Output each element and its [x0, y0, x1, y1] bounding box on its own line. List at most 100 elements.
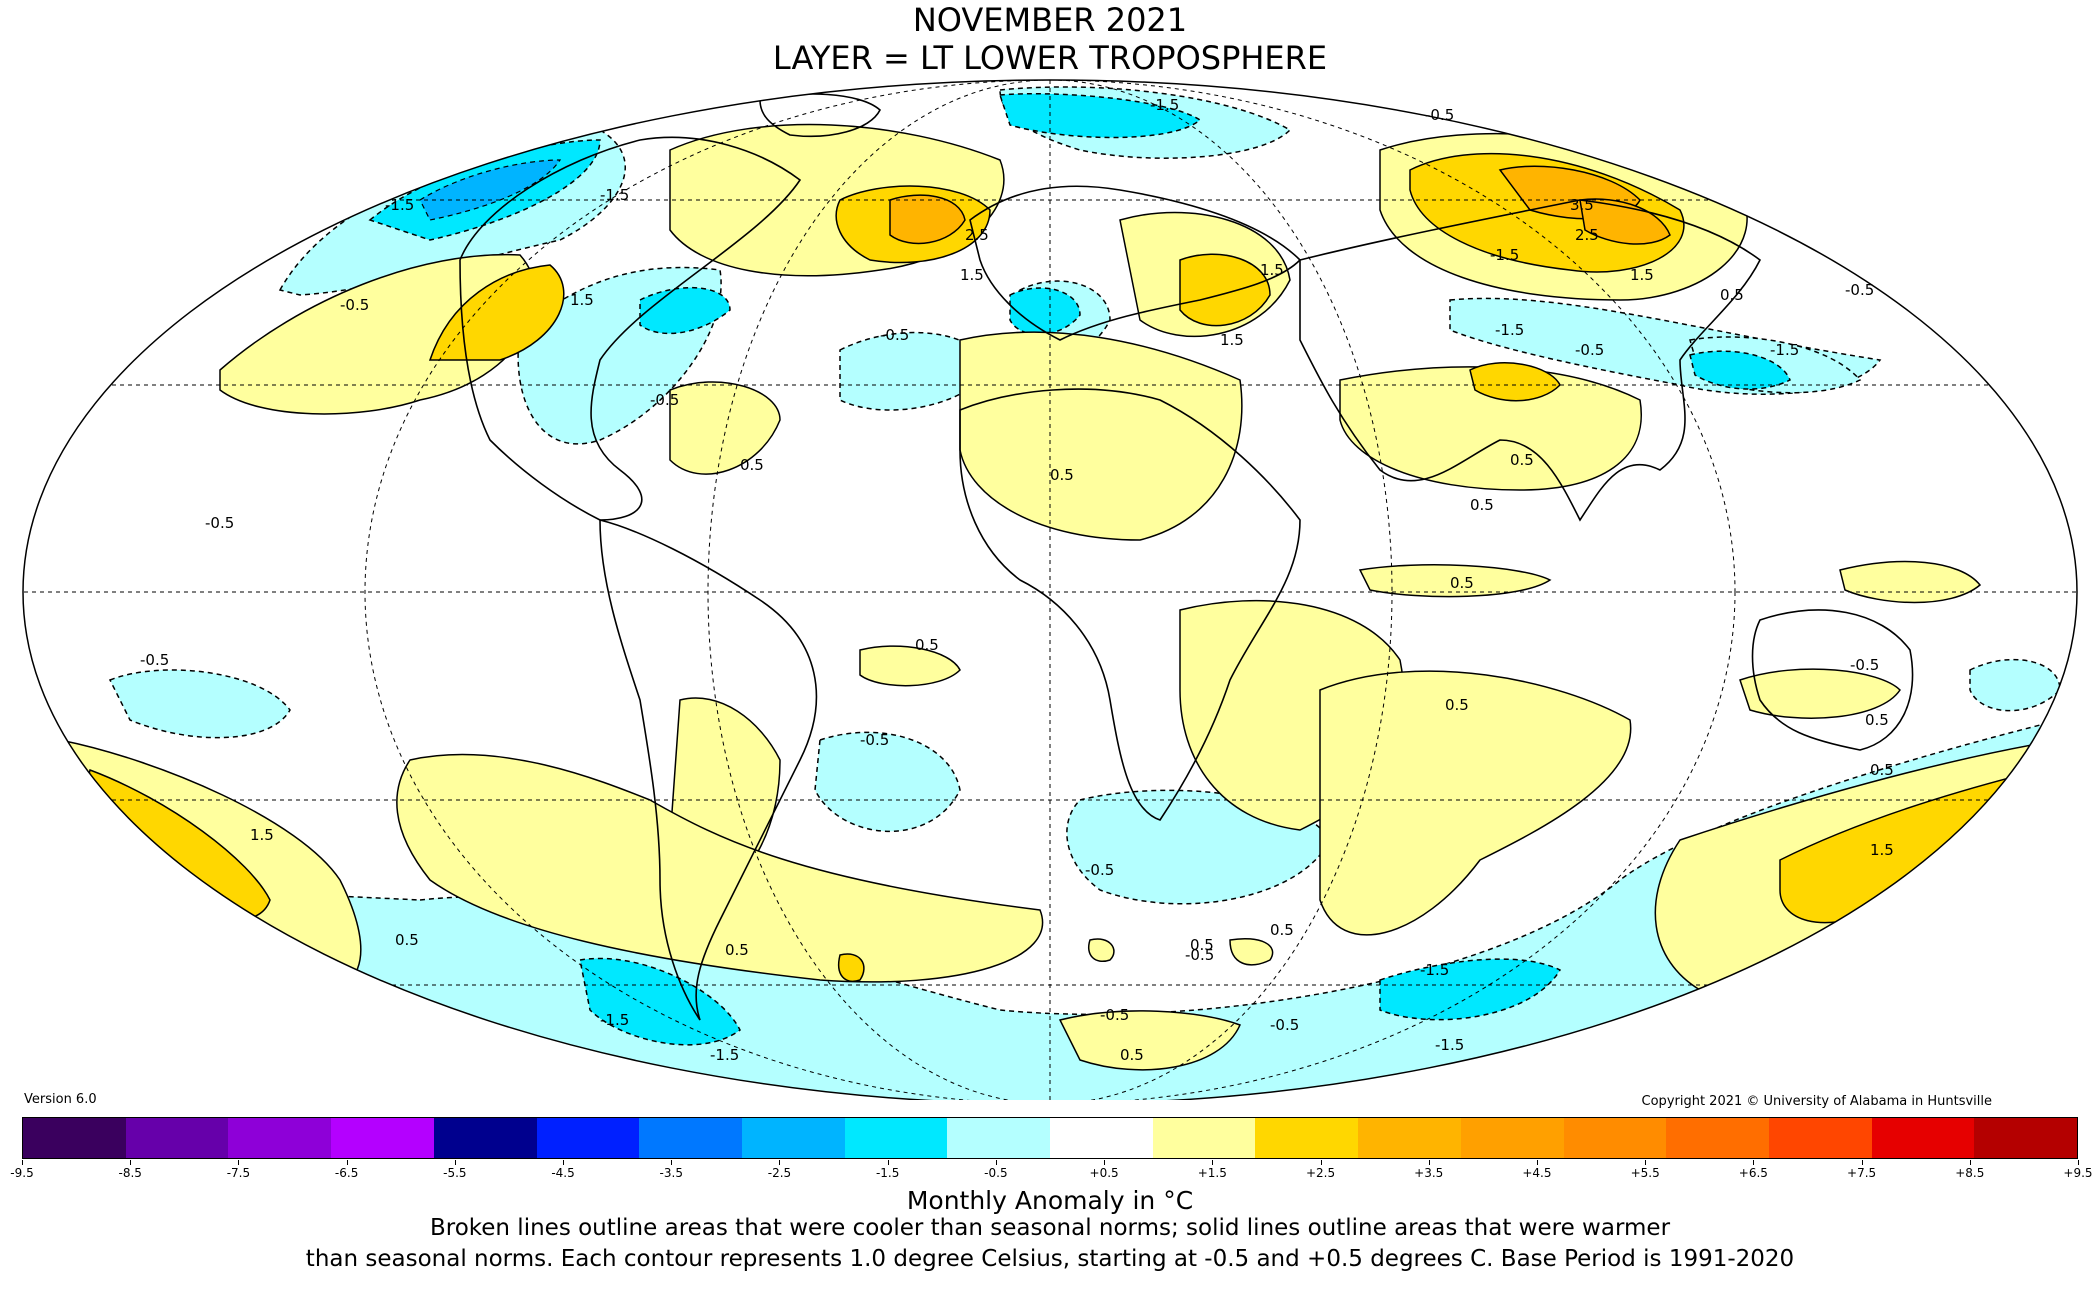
contour-label: 0.5	[1190, 936, 1214, 954]
contour-label: -1.5	[600, 1011, 629, 1029]
continent-outlines	[459, 93, 1914, 1021]
colorbar-segment	[947, 1118, 1051, 1158]
colorbar-tick-mark	[1536, 1160, 1538, 1165]
contour-label: -0.5	[1270, 1016, 1299, 1034]
colorbar-tick-label: -4.5	[551, 1166, 575, 1180]
cool-core-regions	[419, 159, 562, 221]
colorbar-tick-mark	[671, 1160, 673, 1165]
map-subtitle: LAYER = LT LOWER TROPOSPHERE	[772, 39, 1328, 77]
contour-label: 0.5	[725, 941, 749, 959]
contour-label: -0.5	[1100, 1006, 1129, 1024]
colorbar-segment	[1358, 1118, 1461, 1158]
colorbar-tick-label: -6.5	[334, 1166, 359, 1180]
colorbar-unit-label: Monthly Anomaly in °C	[906, 1186, 1194, 1215]
colorbar-tick-label: -7.5	[226, 1166, 251, 1180]
graticule	[23, 80, 2077, 1100]
colorbar-tick-mark	[1104, 1160, 1106, 1165]
contour-label: 0.5	[1050, 466, 1074, 484]
contour-label: 1.5	[250, 826, 274, 844]
colorbar-segment	[1768, 1118, 1872, 1158]
contour-label: -0.5	[1575, 341, 1604, 359]
contour-label: 0.5	[395, 931, 419, 949]
contour-label: -0.5	[1845, 281, 1874, 299]
colorbar-tick-label: +1.5	[1197, 1166, 1227, 1180]
contour-label: 0.5	[915, 636, 939, 654]
map-title: NOVEMBER 2021	[912, 1, 1188, 39]
contour-label: 0.5	[1870, 761, 1894, 779]
colorbar-segment	[23, 1118, 126, 1158]
contour-label: 1.5	[960, 266, 984, 284]
contour-label: -0.5	[340, 296, 369, 314]
copyright-label: Copyright 2021 © University of Alabama i…	[1641, 1094, 1992, 1109]
colorbar-tick-mark	[779, 1160, 781, 1165]
contour-label: -1.5	[1150, 96, 1179, 114]
colorbar-segment	[844, 1118, 948, 1158]
contour-label: 0.5	[1865, 711, 1889, 729]
colorbar-tick-mark	[346, 1160, 348, 1165]
contour-label: -1.5	[1420, 961, 1449, 979]
colorbar	[22, 1117, 2078, 1159]
contour-label: -1.5	[1490, 246, 1519, 264]
colorbar-tick-label: -3.5	[659, 1166, 683, 1180]
contour-label: 1.5	[1220, 331, 1244, 349]
colorbar-tick-label: +2.5	[1305, 1166, 1336, 1180]
colorbar-segment	[433, 1118, 537, 1158]
colorbar-segment	[1974, 1118, 2078, 1158]
contour-label: 3.5	[1570, 196, 1594, 214]
colorbar-tick-mark	[995, 1160, 997, 1165]
colorbar-tick-mark	[22, 1160, 23, 1165]
global-anomaly-map: -0.5 -0.5 -0.5 -0.5 -0.5 -0.5 -0.5 -0.5 -0.5 -0.5…	[22, 79, 2078, 1100]
contour-label: -1.5	[1435, 1036, 1464, 1054]
colorbar-segment	[125, 1118, 229, 1158]
contour-label: 0.5	[1470, 496, 1494, 514]
anomaly-fields	[23, 80, 2077, 1100]
contour-label: 0.5	[1270, 921, 1294, 939]
colorbar-tick-mark	[1212, 1160, 1214, 1165]
colorbar-tick-label: +4.5	[1522, 1166, 1552, 1180]
colorbar-segment	[1871, 1118, 1975, 1158]
contour-label-group: -0.5 -0.5 -0.5 -0.5 -0.5 -0.5 -0.5 -0.5 -0.5 -0.5…	[140, 96, 1894, 1064]
colorbar-tick-mark	[1861, 1160, 1863, 1165]
contour-label: 1.5	[1870, 841, 1894, 859]
colorbar-tick-label: -5.5	[443, 1166, 467, 1180]
colorbar-tick-label: +3.5	[1414, 1166, 1444, 1180]
colorbar-segment	[1050, 1118, 1153, 1158]
contour-label: -0.5	[1085, 861, 1114, 879]
contour-label: 0.5	[1510, 451, 1534, 469]
colorbar-tick-label: +8.5	[1955, 1166, 1985, 1180]
caption-line-2: than seasonal norms. Each contour repres…	[305, 1246, 1795, 1272]
contour-label: 2.5	[965, 226, 989, 244]
colorbar-tick-mark	[887, 1160, 889, 1165]
colorbar-segment	[741, 1118, 845, 1158]
contour-label: -1.5	[600, 186, 629, 204]
colorbar-segment	[639, 1118, 742, 1158]
colorbar-tick-label: -2.5	[767, 1166, 792, 1180]
contour-label: -1.5	[1770, 341, 1799, 359]
colorbar-tick-mark	[1320, 1160, 1322, 1165]
contour-label: -0.5	[650, 391, 679, 409]
globe-outline	[22, 79, 2078, 1100]
colorbar-tick-label: +7.5	[1847, 1166, 1877, 1180]
contour-label: -0.5	[880, 326, 909, 344]
colorbar-tick-mark	[1753, 1160, 1755, 1165]
colorbar-tick-mark	[454, 1160, 456, 1165]
colorbar-segment	[1152, 1118, 1256, 1158]
contour-label: -0.5	[860, 731, 889, 749]
colorbar-segment	[1255, 1118, 1359, 1158]
colorbar-tick-mark	[1645, 1160, 1647, 1165]
colorbar-tick-label: -1.5	[875, 1166, 900, 1180]
colorbar-tick-mark	[130, 1160, 132, 1165]
contour-label: -0.5	[1850, 656, 1879, 674]
contour-label: 2.5	[1575, 226, 1599, 244]
contour-label: -1.5	[1495, 321, 1524, 339]
colorbar-tick-label: +0.5	[1089, 1166, 1119, 1180]
colorbar-tick-mark	[563, 1160, 565, 1165]
version-label: Version 6.0	[24, 1092, 97, 1107]
contour-label: 0.5	[740, 456, 764, 474]
colorbar-segment	[1563, 1118, 1667, 1158]
colorbar-tick-label: +9.5	[2063, 1166, 2093, 1180]
contour-label: -1.5	[710, 1046, 739, 1064]
colorbar-tick-label: -9.5	[10, 1166, 34, 1180]
warm-core-regions	[889, 165, 1671, 245]
contour-label: 1.5	[1260, 261, 1284, 279]
